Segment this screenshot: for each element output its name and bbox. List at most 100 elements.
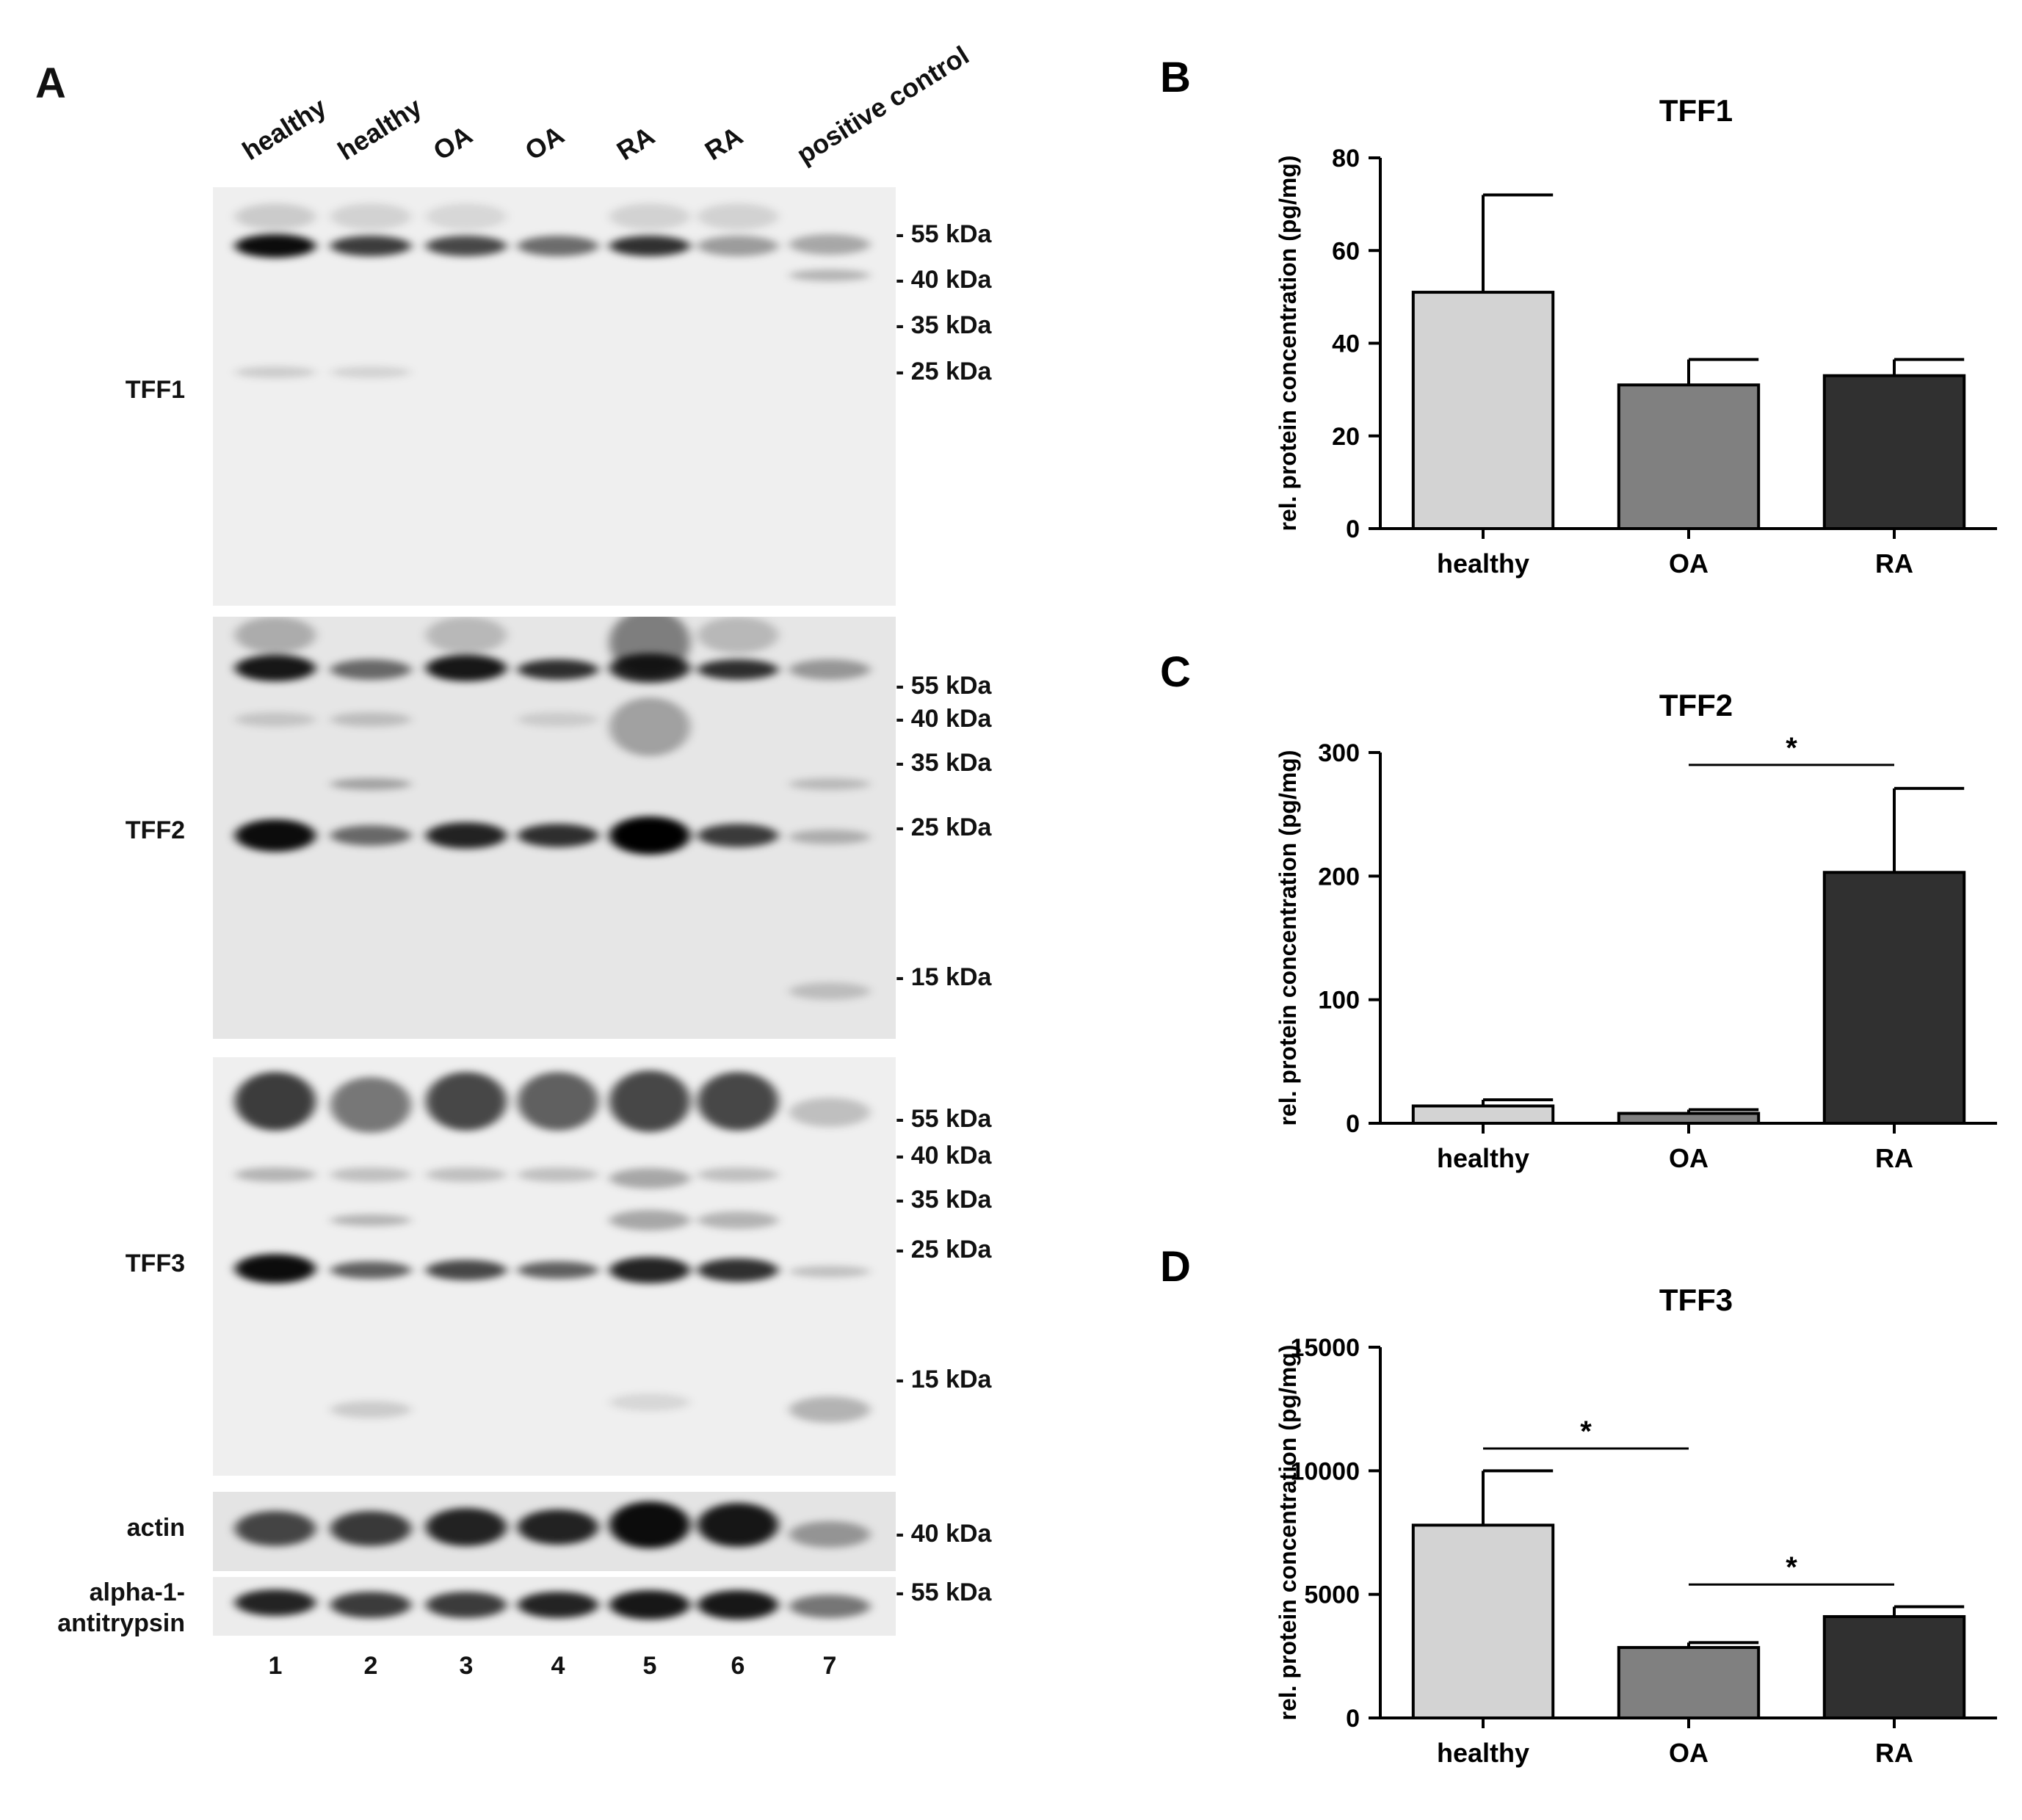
blot-band bbox=[609, 1393, 690, 1411]
y-tick-label: 80 bbox=[1332, 145, 1360, 173]
blot-band bbox=[426, 1167, 507, 1182]
x-tick-label: healthy bbox=[1437, 1143, 1529, 1173]
blot-band bbox=[697, 236, 778, 256]
x-tick-label: healthy bbox=[1437, 548, 1529, 579]
blot-band bbox=[789, 1266, 870, 1277]
blot-band bbox=[697, 1072, 778, 1131]
blot-band bbox=[235, 234, 316, 258]
blot-band bbox=[789, 1595, 870, 1618]
y-tick-label: 20 bbox=[1332, 423, 1360, 451]
blot-band bbox=[518, 1509, 598, 1545]
blot-band bbox=[330, 366, 411, 378]
blot-band bbox=[235, 617, 316, 653]
blot-band bbox=[609, 203, 690, 230]
x-tick-label: healthy bbox=[1437, 1738, 1529, 1768]
blot-band bbox=[697, 824, 778, 847]
lane-number-4: 4 bbox=[551, 1652, 565, 1680]
x-tick-label: OA bbox=[1669, 1738, 1708, 1768]
blot-band bbox=[697, 1590, 778, 1620]
panel-letter-b: B bbox=[1160, 54, 1191, 101]
blot-band bbox=[330, 712, 411, 727]
blot-band bbox=[609, 1210, 690, 1230]
y-tick-label: 0 bbox=[1346, 515, 1360, 543]
row-label-tff3: TFF3 bbox=[125, 1250, 185, 1277]
blot-band bbox=[609, 697, 690, 756]
bar-ra bbox=[1822, 1614, 1966, 1720]
blot-band bbox=[609, 1501, 690, 1548]
lane-label-3: OA bbox=[427, 119, 478, 167]
marker-label: - 35 kDa bbox=[896, 1186, 992, 1214]
blot-band bbox=[330, 1401, 411, 1418]
row-label-tff1: TFF1 bbox=[125, 376, 185, 404]
blot-band bbox=[330, 778, 411, 790]
marker-label: - 55 kDa bbox=[896, 672, 992, 700]
blot-band bbox=[235, 1589, 316, 1616]
lane-number-6: 6 bbox=[731, 1652, 745, 1680]
blot-band bbox=[697, 1258, 778, 1282]
blot-band bbox=[697, 1211, 778, 1229]
blot-band bbox=[426, 822, 507, 849]
blot-band bbox=[518, 1592, 598, 1618]
blot-band bbox=[518, 236, 598, 256]
marker-label: - 40 kDa bbox=[896, 1520, 992, 1548]
bar-healthy bbox=[1411, 1104, 1555, 1125]
bar-ra bbox=[1822, 374, 1966, 530]
marker-label: - 55 kDa bbox=[896, 1105, 992, 1133]
y-axis-label: rel. protein concentration (pg/mg) bbox=[1275, 155, 1301, 531]
blot-band bbox=[235, 712, 316, 727]
row-label-tff2: TFF2 bbox=[125, 816, 185, 844]
blot-band bbox=[330, 1077, 411, 1133]
blot-band bbox=[330, 203, 411, 230]
blot-band bbox=[330, 1167, 411, 1182]
blot-band bbox=[697, 203, 778, 230]
blot-band bbox=[426, 617, 507, 653]
marker-label: - 40 kDa bbox=[896, 1142, 992, 1170]
row-label-actin: actin bbox=[126, 1514, 185, 1542]
bar-healthy bbox=[1411, 1523, 1555, 1719]
row-label-alpha-1-antitrypsin: alpha-1- antitrypsin bbox=[57, 1578, 185, 1637]
blot-band bbox=[426, 1592, 507, 1618]
blot-band bbox=[330, 1214, 411, 1226]
lane-number-1: 1 bbox=[268, 1652, 283, 1680]
x-tick-label: RA bbox=[1875, 1143, 1913, 1173]
blot-band bbox=[518, 1167, 598, 1182]
lane-number-2: 2 bbox=[363, 1652, 378, 1680]
blot-band bbox=[330, 1592, 411, 1618]
blot-tff2 bbox=[213, 617, 896, 1039]
marker-label: - 15 kDa bbox=[896, 963, 992, 991]
y-tick-label: 10000 bbox=[1290, 1457, 1360, 1485]
chart-title: TFF3 bbox=[1659, 1283, 1733, 1317]
y-tick-label: 40 bbox=[1332, 330, 1360, 358]
blot-tff1 bbox=[213, 187, 896, 606]
blot-band bbox=[609, 1590, 690, 1620]
y-tick-label: 5000 bbox=[1304, 1581, 1360, 1609]
chart-tff3: D TFF3 rel. protein concentration (pg/mg) 0… bbox=[1160, 1243, 1997, 1768]
lane-number-7: 7 bbox=[822, 1652, 837, 1680]
marker-label: - 25 kDa bbox=[896, 358, 992, 385]
blot-band bbox=[518, 712, 598, 727]
blot-band bbox=[426, 655, 507, 681]
blot-band bbox=[235, 1167, 316, 1182]
blot-band bbox=[609, 1070, 690, 1132]
marker-label: - 35 kDa bbox=[896, 749, 992, 777]
marker-label: - 55 kDa bbox=[896, 1578, 992, 1606]
y-axis-label: rel. protein concentration (pg/mg) bbox=[1275, 1344, 1301, 1720]
blot-band bbox=[235, 819, 316, 852]
blot-tff3 bbox=[213, 1057, 896, 1476]
x-tick-label: OA bbox=[1669, 548, 1708, 579]
bar-healthy bbox=[1411, 291, 1555, 530]
marker-label: - 35 kDa bbox=[896, 311, 992, 339]
blot-band bbox=[609, 617, 690, 675]
blot-actin bbox=[213, 1492, 896, 1571]
lane-label-4: OA bbox=[519, 119, 570, 167]
blot-band bbox=[330, 1511, 411, 1546]
lane-label-7: positive control bbox=[791, 40, 974, 170]
blot-band bbox=[235, 1072, 316, 1131]
blot-band bbox=[697, 617, 778, 653]
blot-band bbox=[789, 830, 870, 844]
blot-band bbox=[518, 1072, 598, 1131]
blot-band bbox=[789, 1521, 870, 1548]
marker-label: - 15 kDa bbox=[896, 1366, 992, 1393]
blot-band bbox=[609, 1257, 690, 1283]
